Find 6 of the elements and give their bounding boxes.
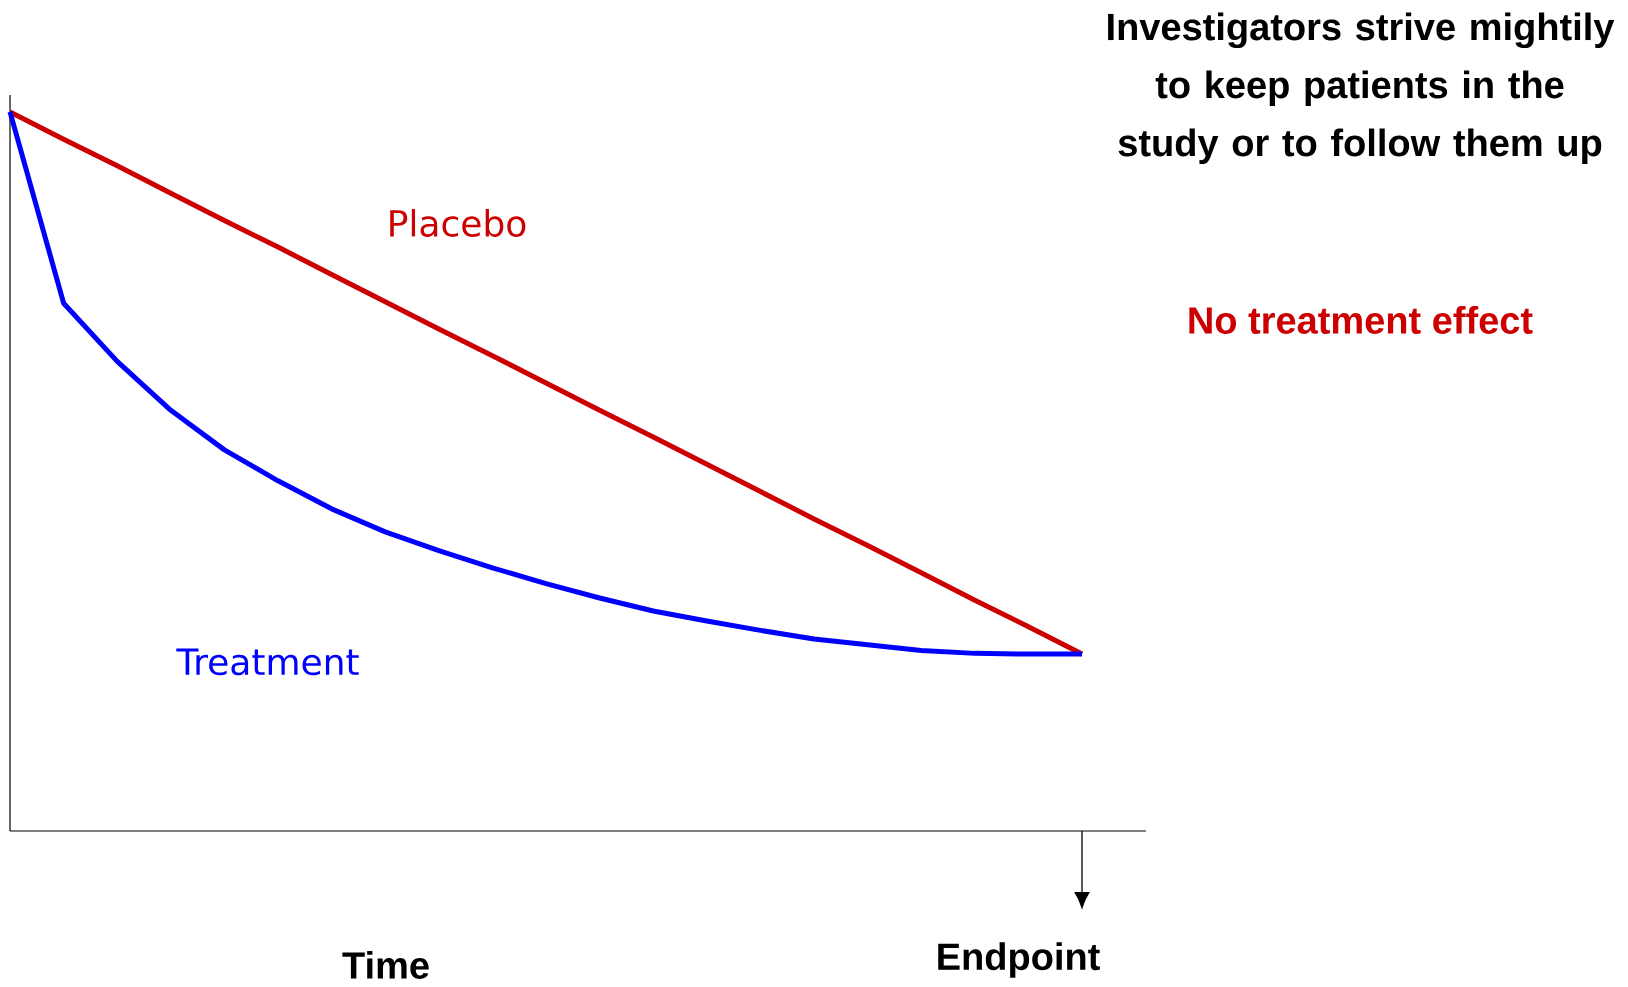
series-label: Placebo	[390, 209, 526, 237]
text: No treatment effect	[1189, 306, 1533, 334]
x-axis-title: Time	[342, 951, 429, 979]
annotation: Investigators strive mightily to keep patients in the study or to follow them up	[1108, 12, 1615, 164]
text: Treatment	[176, 648, 359, 676]
text: Endpoint	[938, 942, 1100, 978]
